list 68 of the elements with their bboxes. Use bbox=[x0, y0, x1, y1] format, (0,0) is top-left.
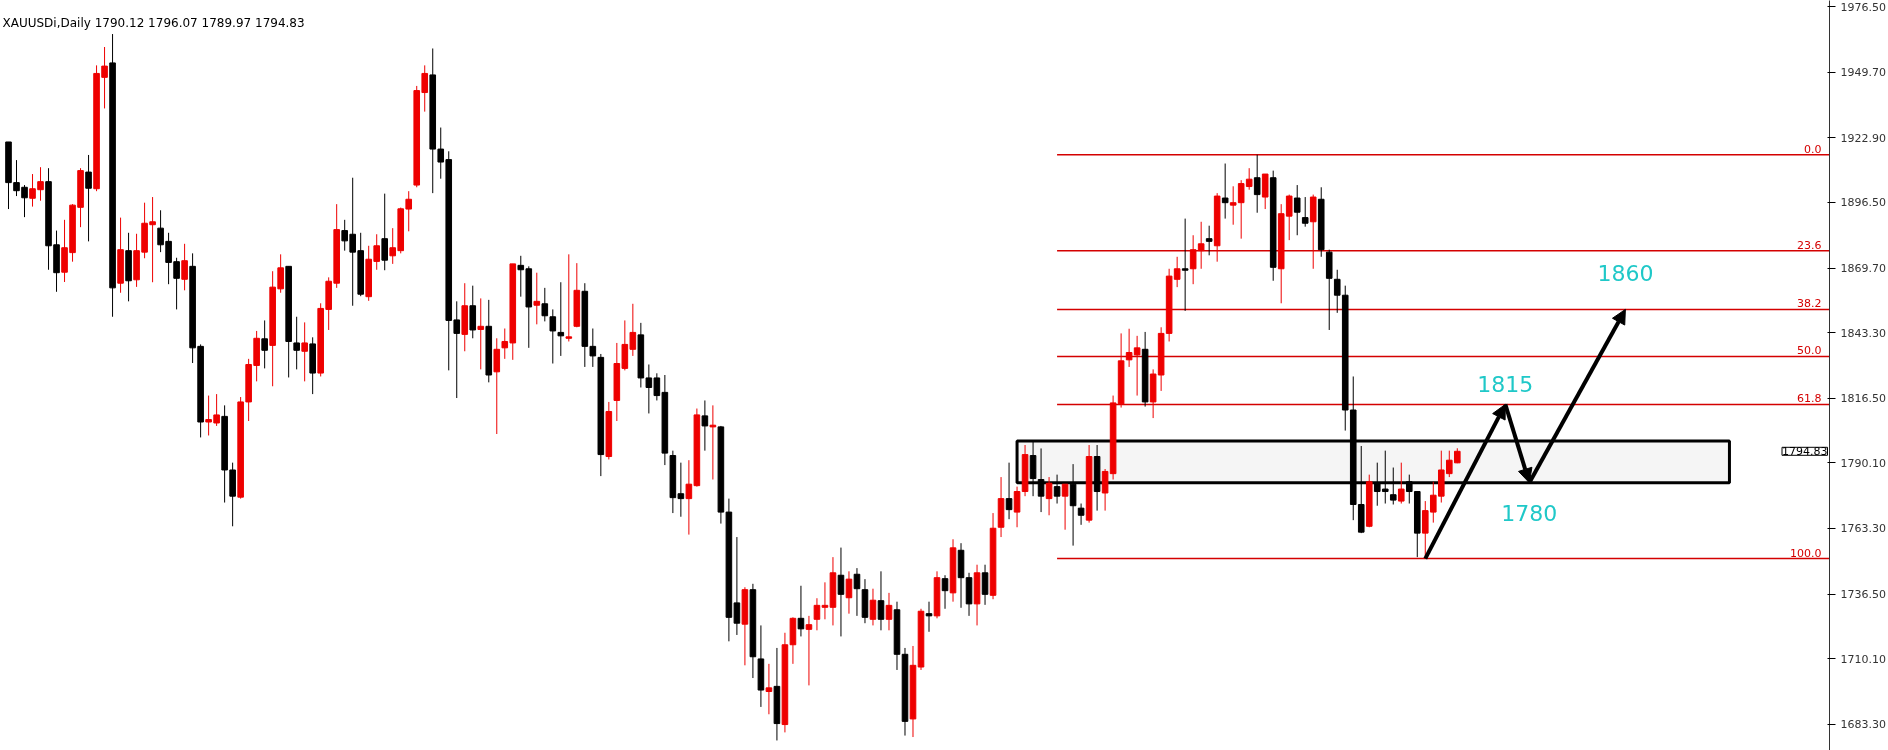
candlestick bbox=[541, 287, 549, 322]
candlestick bbox=[1205, 225, 1213, 256]
candlestick bbox=[1013, 486, 1021, 528]
y-tick-label: 1922.90 bbox=[1840, 131, 1886, 145]
annotation: 1815 bbox=[1477, 372, 1534, 398]
candlestick bbox=[533, 272, 541, 325]
annotation: 1780 bbox=[1501, 500, 1558, 526]
annotation: 23.6 bbox=[1797, 238, 1822, 252]
y-tick-label: 1710.10 bbox=[1840, 652, 1886, 666]
candlestick bbox=[1077, 503, 1085, 526]
annotation: 61.8 bbox=[1797, 392, 1822, 406]
candlestick bbox=[1061, 483, 1069, 531]
annotation: 1860 bbox=[1597, 261, 1654, 287]
candlestick bbox=[1253, 154, 1261, 214]
candlestick bbox=[1397, 462, 1405, 505]
candlestick bbox=[837, 547, 845, 637]
candlestick bbox=[765, 663, 773, 715]
annotation: 100.0 bbox=[1790, 546, 1822, 560]
candlestick bbox=[797, 585, 805, 637]
candlestick bbox=[709, 404, 717, 481]
candlestick bbox=[925, 601, 933, 633]
candlestick bbox=[181, 243, 188, 291]
candlestick bbox=[805, 615, 813, 686]
candlestick bbox=[493, 337, 501, 435]
candlestick bbox=[1293, 184, 1301, 236]
candlestick bbox=[557, 281, 565, 357]
candlestick bbox=[1005, 462, 1013, 520]
annotation: 0.0 bbox=[1804, 142, 1822, 156]
annotation: 50.0 bbox=[1797, 344, 1822, 358]
candlestick bbox=[1333, 269, 1341, 314]
candlestick bbox=[981, 564, 989, 606]
candlestick bbox=[293, 316, 300, 370]
candlestick bbox=[1261, 173, 1269, 210]
y-tick-label: 1843.30 bbox=[1840, 326, 1886, 340]
candlestick bbox=[261, 319, 268, 369]
annotation: 38.2 bbox=[1797, 297, 1822, 311]
candlestick bbox=[85, 154, 92, 242]
candlestick bbox=[549, 308, 557, 365]
candlestick bbox=[477, 297, 485, 370]
candlestick bbox=[1221, 163, 1229, 220]
annotation: 1794.83 bbox=[1782, 445, 1828, 459]
candlestick bbox=[565, 253, 573, 342]
candlestick bbox=[1029, 440, 1037, 497]
y-tick-label: 1790.10 bbox=[1840, 456, 1886, 470]
candlestick bbox=[1229, 185, 1237, 226]
candlestick bbox=[869, 588, 877, 626]
candlestick bbox=[1053, 474, 1061, 505]
y-tick-label: 1949.70 bbox=[1840, 66, 1886, 80]
y-tick-label: 1976.50 bbox=[1840, 0, 1886, 14]
candlestick bbox=[381, 193, 389, 271]
text: XAUUSDi,Daily 1790.12 1796.07 1789.97 1794.83 bbox=[2, 15, 305, 30]
y-tick-label: 1683.30 bbox=[1840, 718, 1886, 732]
candlestick bbox=[1045, 476, 1053, 516]
y-tick-label: 1763.30 bbox=[1840, 522, 1886, 536]
y-tick-label: 1736.50 bbox=[1840, 588, 1886, 602]
candlestick bbox=[1069, 463, 1077, 547]
y-tick-label: 1816.50 bbox=[1840, 392, 1886, 406]
candlestick bbox=[1181, 218, 1189, 312]
candlestick bbox=[301, 321, 308, 382]
y-tick-label: 1869.70 bbox=[1840, 262, 1886, 276]
candlestick bbox=[941, 574, 949, 610]
candlestick bbox=[877, 570, 885, 631]
candlestick bbox=[1037, 447, 1045, 513]
candlestick bbox=[1389, 467, 1397, 505]
candlestick bbox=[1301, 196, 1309, 228]
y-tick-label: 1896.50 bbox=[1840, 196, 1886, 210]
candlestick bbox=[885, 592, 893, 631]
candlestick bbox=[701, 399, 709, 452]
